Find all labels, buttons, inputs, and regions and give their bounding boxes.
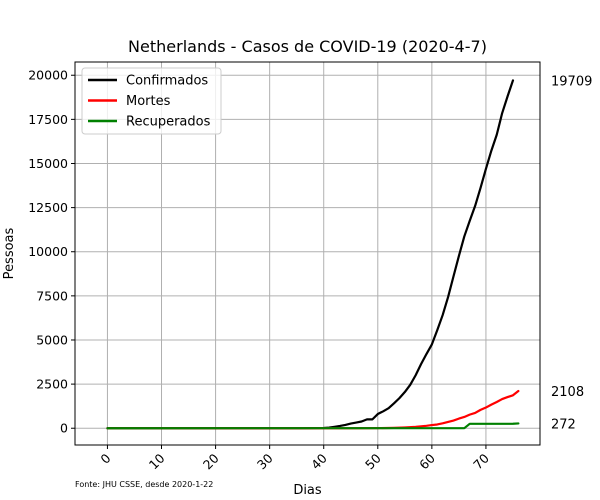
y-tick-label: 12500 (28, 200, 68, 215)
x-tick-label: 20 (200, 450, 222, 472)
series-line-recuperados (106, 422, 520, 430)
x-tick-label: 70 (470, 450, 492, 472)
plot-area-frame (74, 61, 541, 446)
end-label-mortes: 2108 (551, 385, 584, 400)
y-tick-label: 0 (60, 421, 68, 436)
y-tick-label: 7500 (36, 288, 68, 303)
x-tick-label: 0 (97, 450, 113, 466)
y-tick-label: 2500 (36, 377, 68, 392)
x-axis-label: Dias (293, 483, 322, 498)
series-layer (106, 79, 520, 430)
x-tick-label: 50 (362, 450, 384, 472)
y-tick-label: 17500 (28, 112, 68, 127)
y-tick-label: 15000 (28, 156, 68, 171)
y-axis-label: Pessoas (2, 227, 17, 279)
x-tick-label: 10 (146, 450, 168, 472)
end-label-recuperados: 272 (551, 417, 576, 432)
x-tick-label: 30 (254, 450, 276, 472)
grid-layer (75, 62, 540, 445)
x-tick-label: 60 (416, 450, 438, 472)
legend-label-recuperados: Recuperados (126, 115, 211, 130)
y-tick-label: 10000 (28, 244, 68, 259)
legend-box (81, 67, 222, 135)
end-label-layer: 19709 2108 272 (551, 74, 592, 432)
end-label-confirmados: 19709 (551, 74, 592, 89)
x-tick-label: 40 (308, 450, 330, 472)
series-line-mortes (106, 389, 520, 430)
series-line-confirmados (106, 79, 515, 430)
y-tick-label: 20000 (28, 68, 68, 83)
legend-label-confirmados: Confirmados (126, 74, 208, 89)
legend: Confirmados Mortes Recuperados (81, 67, 222, 135)
tick-layer: 0 10 20 30 40 50 60 70 0 2500 5000 7500 10000 12500 15… (28, 68, 492, 473)
legend-label-mortes: Mortes (126, 94, 171, 109)
chart-title: Netherlands - Casos de COVID-19 (2020-4-… (128, 37, 487, 56)
source-note: Fonte: JHU CSSE, desde 2020-1-22 (75, 480, 213, 489)
y-tick-label: 5000 (36, 332, 68, 347)
